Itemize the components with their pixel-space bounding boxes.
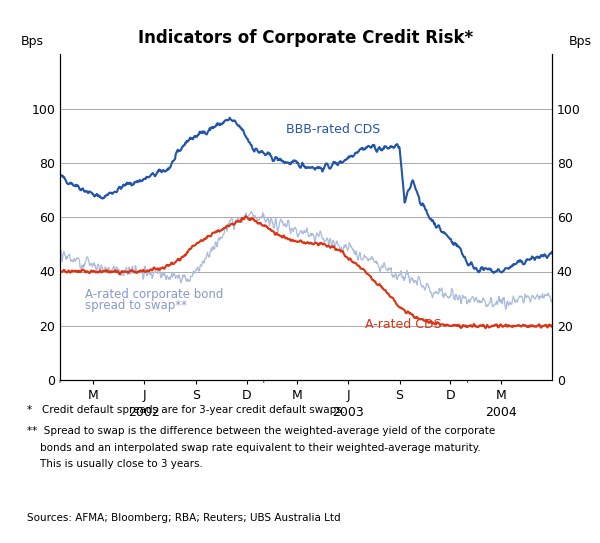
Text: 2003: 2003 <box>332 406 364 419</box>
Text: Bps: Bps <box>568 35 592 48</box>
Text: **  Spread to swap is the difference between the weighted-average yield of the c: ** Spread to swap is the difference betw… <box>27 426 495 436</box>
Text: A-rated CDS: A-rated CDS <box>365 318 442 331</box>
Text: *   Credit default spreads are for 3-year credit default swaps.: * Credit default spreads are for 3-year … <box>27 405 345 414</box>
Text: 2004: 2004 <box>485 406 517 419</box>
Text: BBB-rated CDS: BBB-rated CDS <box>286 123 380 136</box>
Text: A-rated corporate bond: A-rated corporate bond <box>85 288 224 301</box>
Text: 2002: 2002 <box>128 406 160 419</box>
Text: Sources: AFMA; Bloomberg; RBA; Reuters; UBS Australia Ltd: Sources: AFMA; Bloomberg; RBA; Reuters; … <box>27 513 341 523</box>
Text: bonds and an interpolated swap rate equivalent to their weighted-average maturit: bonds and an interpolated swap rate equi… <box>27 443 481 452</box>
Text: Bps: Bps <box>20 35 44 48</box>
Text: This is usually close to 3 years.: This is usually close to 3 years. <box>27 459 203 469</box>
Title: Indicators of Corporate Credit Risk*: Indicators of Corporate Credit Risk* <box>139 29 473 47</box>
Text: spread to swap**: spread to swap** <box>85 299 187 312</box>
